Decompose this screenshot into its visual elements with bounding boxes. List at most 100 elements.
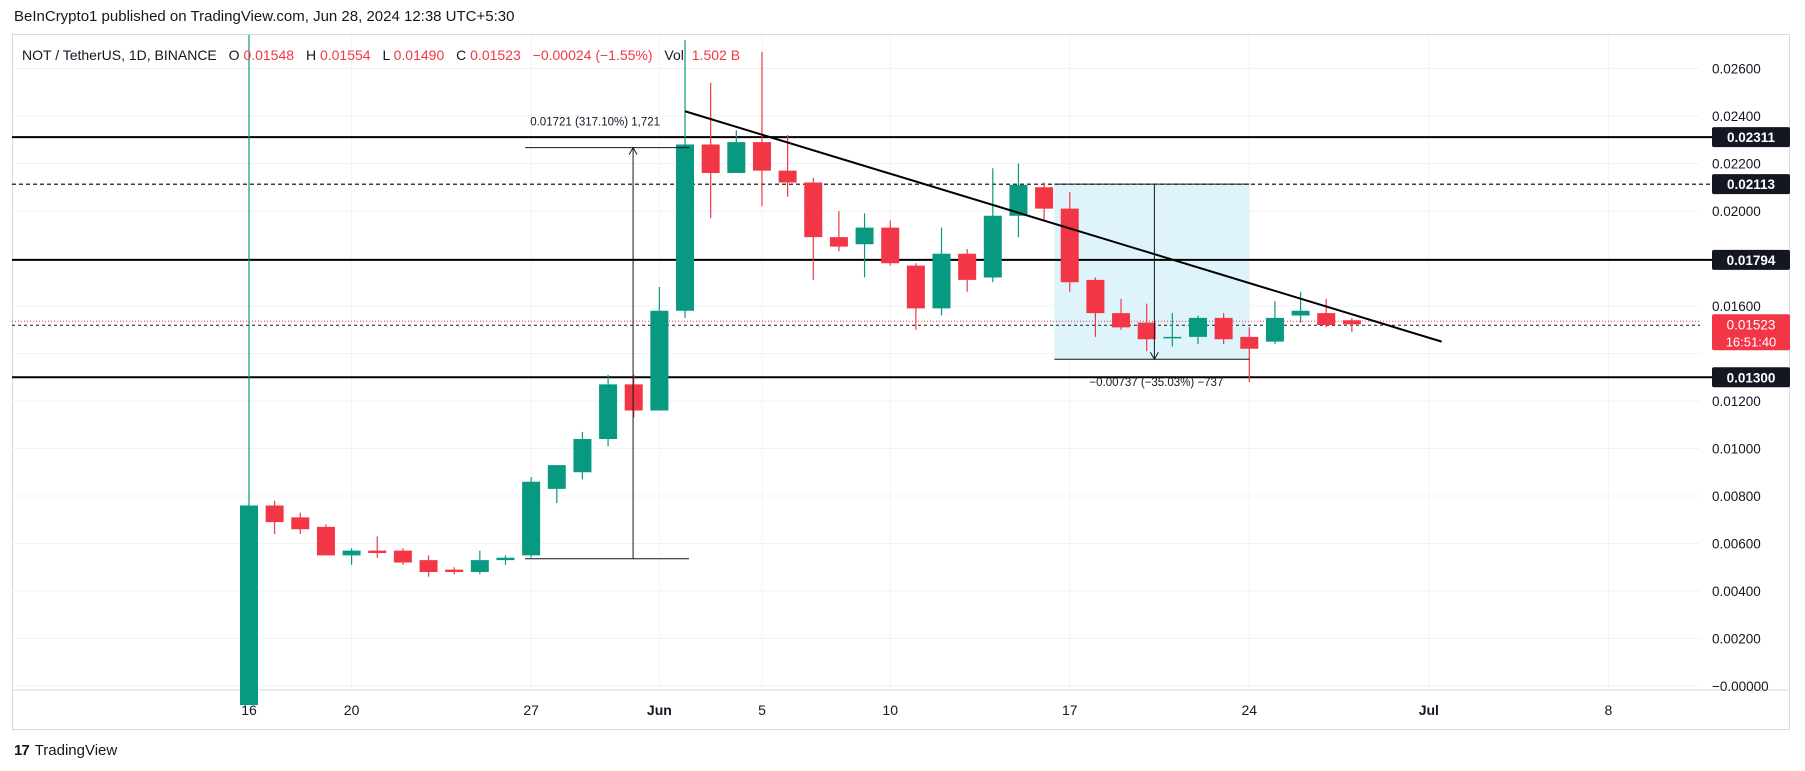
- candle-body: [1163, 336, 1182, 339]
- candle-body: [1086, 279, 1105, 314]
- candle-body: [1035, 187, 1054, 209]
- candle: [1112, 298, 1131, 330]
- candle-body: [624, 384, 643, 411]
- candle-body: [419, 560, 438, 572]
- price-tick-label: 0.02600: [1712, 62, 1761, 77]
- price-tick-label: 0.02200: [1712, 157, 1761, 172]
- legend-symbol: NOT / TetherUS, 1D, BINANCE: [22, 47, 217, 63]
- legend-l-label: L: [382, 47, 390, 63]
- price-tick-label: 0.02000: [1712, 204, 1761, 219]
- candle-body: [932, 253, 951, 309]
- legend-h-value: 0.01554: [320, 47, 371, 63]
- candle: [701, 82, 720, 219]
- footer: 17 TradingView: [14, 742, 117, 759]
- candle-body: [881, 227, 900, 264]
- time-axis: 16 20 27 Jun 5 10 17 24 Jul 8: [241, 702, 1612, 718]
- descending-trendline: [684, 110, 1442, 343]
- time-tick-label: 8: [1604, 702, 1612, 718]
- price-axis: 0.02600 0.02400 0.02200 0.02000 0.01600 0.012…: [1712, 62, 1790, 694]
- candle: [778, 135, 797, 197]
- candle: [573, 431, 592, 480]
- candle: [752, 51, 771, 207]
- candle-body: [1112, 313, 1131, 328]
- level-tag: 0.02311: [1727, 130, 1776, 145]
- candle-body: [368, 550, 387, 553]
- candle: [983, 168, 1002, 283]
- candle: [1342, 317, 1361, 333]
- candle: [599, 374, 618, 447]
- price-tick-label: 0.00200: [1712, 632, 1761, 647]
- level-tag-bg: [1712, 174, 1790, 195]
- candle: [727, 130, 746, 173]
- candle: [1291, 291, 1310, 323]
- current-price-tag: 0.01523: [1727, 317, 1776, 332]
- candle: [522, 477, 541, 558]
- candle-body: [1009, 184, 1028, 216]
- candle-body: [1137, 322, 1156, 340]
- candle: [906, 263, 925, 330]
- candle-body: [752, 142, 771, 171]
- legend-h-label: H: [306, 47, 316, 63]
- candle: [932, 227, 951, 316]
- level-tag-bg: [1712, 127, 1790, 148]
- time-tick-label: 27: [523, 702, 539, 718]
- measure-up-label: 0.01721 (317.10%) 1,721: [530, 117, 660, 129]
- level-tag: 0.02113: [1727, 177, 1776, 192]
- price-tick-label: 0.01200: [1712, 394, 1761, 409]
- candle-body: [496, 557, 515, 561]
- candle: [316, 524, 335, 556]
- time-tick-label: Jun: [647, 702, 672, 718]
- candle-body: [727, 142, 746, 173]
- candle-body: [1265, 317, 1284, 342]
- candle: [240, 35, 258, 705]
- candles: [240, 35, 1361, 705]
- candle-body: [470, 560, 489, 572]
- candle: [265, 500, 284, 534]
- candle-body: [778, 170, 797, 183]
- price-tick-label: 0.00400: [1712, 584, 1761, 599]
- candle: [1137, 303, 1156, 352]
- candle-body: [393, 550, 412, 563]
- arrow-down-icon: [1149, 351, 1159, 361]
- measure-box-label: −0.00737 (−35.03%) −737: [1089, 377, 1223, 389]
- footer-brand: TradingView: [34, 742, 118, 759]
- legend-change: −0.00024 (−1.55%): [533, 47, 653, 63]
- time-tick-label: Jul: [1419, 702, 1439, 718]
- candle: [1240, 327, 1259, 382]
- candle-body: [1188, 317, 1207, 337]
- time-tick-label: 20: [344, 702, 360, 718]
- level-tag-bg: [1712, 367, 1790, 388]
- candle: [291, 512, 310, 534]
- candle: [547, 465, 566, 504]
- price-tick-label: 0.02400: [1712, 109, 1761, 124]
- drawing-overlays: 0.01721 (317.10%) 1,721 −0.00737 (−35.03%…: [525, 110, 1442, 560]
- legend-o-label: O: [229, 47, 240, 63]
- candle: [676, 40, 695, 318]
- candle-body: [1240, 336, 1259, 349]
- grid-lines: [12, 35, 1790, 691]
- time-tick-label: 10: [882, 702, 898, 718]
- legend-vol-label: Vol: [664, 47, 683, 63]
- candle-body: [1060, 208, 1079, 283]
- candle: [393, 548, 412, 565]
- level-tag: 0.01300: [1727, 370, 1776, 385]
- candle-body: [547, 465, 566, 489]
- candle: [1188, 315, 1207, 344]
- candle: [855, 213, 874, 278]
- candle: [496, 555, 515, 565]
- candle: [1035, 182, 1054, 221]
- time-tick-label: 24: [1241, 702, 1257, 718]
- legend-c-value: 0.01523: [470, 47, 521, 63]
- price-tick-label: 0.01000: [1712, 442, 1761, 457]
- current-price-tag-bg: [1712, 314, 1790, 351]
- level-tag: 0.01794: [1727, 253, 1776, 268]
- candle: [1214, 313, 1233, 344]
- ohlc-legend: NOT / TetherUS, 1D, BINANCE O 0.01548 H …: [22, 47, 740, 63]
- candle-body: [958, 253, 977, 280]
- candle-body: [1342, 320, 1361, 325]
- candle-body: [906, 265, 925, 309]
- candle-body: [522, 481, 541, 556]
- candle-body: [1214, 317, 1233, 340]
- candle: [419, 555, 438, 577]
